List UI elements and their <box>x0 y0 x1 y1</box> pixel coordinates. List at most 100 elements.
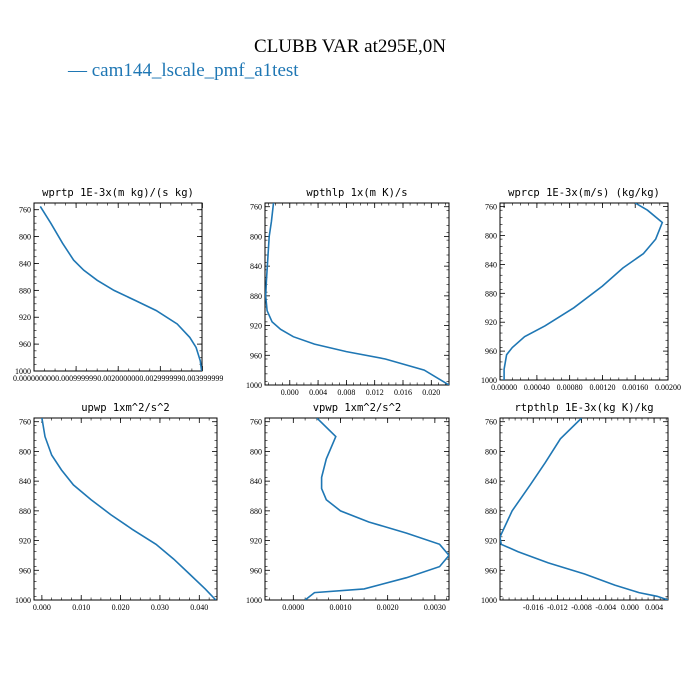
y-tick-label: 880 <box>485 289 497 298</box>
subplot-title: wpthlp 1x(m K)/s <box>306 187 407 199</box>
x-tick-label: 0.000 <box>621 603 639 612</box>
y-tick-label: 880 <box>250 507 262 516</box>
y-tick-label: 880 <box>19 507 31 516</box>
x-tick-label: -0.016 <box>523 603 544 612</box>
y-tick-label: 1000 <box>15 596 31 605</box>
x-tick-label: 0.000999999 <box>55 374 97 383</box>
x-tick-label: 0.002999999 <box>139 374 181 383</box>
series-line <box>265 203 449 385</box>
y-tick-label: 1000 <box>246 381 262 390</box>
y-tick-label: 1000 <box>15 367 31 376</box>
x-tick-label: 0.030 <box>151 603 169 612</box>
figure-title: CLUBB VAR at295E,0N <box>254 36 446 57</box>
x-tick-label: 0.0030 <box>424 603 446 612</box>
y-tick-label: 800 <box>250 447 262 456</box>
series-line <box>304 418 449 600</box>
x-tick-label: 0.012 <box>366 388 384 397</box>
plot-frame <box>33 202 203 372</box>
legend-entry: — cam144_lscale_pmf_a1test <box>68 60 299 81</box>
y-tick-label: 840 <box>250 262 262 271</box>
y-tick-label: 800 <box>250 232 262 241</box>
y-tick-label: 800 <box>485 447 497 456</box>
y-tick-label: 920 <box>250 322 262 331</box>
y-tick-label: 960 <box>19 566 31 575</box>
y-tick-label: 760 <box>250 203 262 212</box>
y-tick-label: 760 <box>19 206 31 215</box>
y-tick-label: 800 <box>19 447 31 456</box>
y-tick-label: 920 <box>19 537 31 546</box>
series-line <box>39 205 202 371</box>
y-tick-label: 840 <box>19 259 31 268</box>
y-tick-label: 760 <box>250 418 262 427</box>
y-tick-label: 960 <box>485 347 497 356</box>
x-tick-label: 0.016 <box>394 388 412 397</box>
subplot-3: wprcp 1E-3x(m/s) (kg/kg) 760 800 840 880 920 9… <box>481 187 681 392</box>
x-tick-label: 0.000 <box>281 388 299 397</box>
series-line <box>41 418 217 600</box>
x-tick-label: 0.020 <box>422 388 440 397</box>
x-tick-label: 0.004 <box>309 388 327 397</box>
plot-frame <box>33 417 218 601</box>
x-tick-label: 0.040 <box>190 603 208 612</box>
x-tick-label: 0.008 <box>337 388 355 397</box>
y-tick-label: 800 <box>485 232 497 241</box>
y-tick-label: 880 <box>19 286 31 295</box>
x-tick-label: 0.0020 <box>377 603 399 612</box>
y-tick-label: 1000 <box>246 596 262 605</box>
x-tick-label: 0.003999999 <box>181 374 223 383</box>
x-tick-label: 0.0010 <box>329 603 351 612</box>
y-tick-label: 1000 <box>481 596 497 605</box>
x-tick-label: 0.000000000 <box>13 374 55 383</box>
subplot-2: wpthlp 1x(m K)/s 760 800 840 880 920 960 1000 0.… <box>246 187 450 397</box>
x-tick-label: 0.020 <box>112 603 130 612</box>
y-tick-label: 840 <box>19 477 31 486</box>
y-tick-label: 960 <box>19 340 31 349</box>
x-tick-label: 0.004 <box>645 603 663 612</box>
x-tick-label: 0.0000 <box>282 603 304 612</box>
subplot-title: wprtp 1E-3x(m kg)/(s kg) <box>42 187 194 199</box>
x-tick-label: -0.008 <box>571 603 592 612</box>
x-tick-label: 0.000 <box>33 603 51 612</box>
y-tick-label: 800 <box>19 233 31 242</box>
y-tick-label: 960 <box>250 351 262 360</box>
plot-frame <box>499 202 669 381</box>
y-tick-label: 880 <box>485 507 497 516</box>
x-tick-label: 0.00000 <box>491 383 517 392</box>
plot-frame <box>499 417 669 601</box>
plot-frame <box>264 202 450 386</box>
plot-frame <box>264 417 450 601</box>
y-tick-label: 920 <box>485 537 497 546</box>
subplot-title: vpwp 1xm^2/s^2 <box>313 402 402 414</box>
y-tick-label: 960 <box>485 566 497 575</box>
y-tick-label: 840 <box>485 477 497 486</box>
y-tick-label: 760 <box>485 418 497 427</box>
x-tick-label: 0.00160 <box>622 383 648 392</box>
y-tick-label: 960 <box>250 566 262 575</box>
subplot-6: rtpthlp 1E-3x(kg K)/kg 760 800 840 880 920 960… <box>481 402 669 612</box>
x-tick-label: 0.00040 <box>524 383 550 392</box>
series-line <box>503 203 664 380</box>
y-tick-label: 920 <box>19 313 31 322</box>
subplot-title: wprcp 1E-3x(m/s) (kg/kg) <box>508 187 660 199</box>
subplot-1: wprtp 1E-3x(m kg)/(s kg) 760 800 840 880 920 9… <box>13 187 223 383</box>
x-tick-label: 0.00120 <box>589 383 615 392</box>
y-tick-label: 840 <box>250 477 262 486</box>
x-tick-label: 0.002000000 <box>97 374 139 383</box>
y-tick-label: 760 <box>485 203 497 212</box>
x-tick-label: -0.004 <box>595 603 616 612</box>
y-tick-label: 920 <box>485 318 497 327</box>
y-tick-label: 1000 <box>481 376 497 385</box>
x-tick-label: 0.010 <box>72 603 90 612</box>
y-tick-label: 880 <box>250 292 262 301</box>
subplot-4: upwp 1xm^2/s^2 760 800 840 880 920 960 10000.00… <box>15 402 218 612</box>
y-tick-label: 840 <box>485 260 497 269</box>
y-tick-label: 760 <box>19 418 31 427</box>
x-tick-label: 0.00080 <box>557 383 583 392</box>
x-tick-label: 0.00200 <box>655 383 681 392</box>
x-tick-label: -0.012 <box>547 603 568 612</box>
series-line <box>500 418 668 600</box>
subplot-5: vpwp 1xm^2/s^2 760 800 840 880 920 960 1000 0.00… <box>246 402 450 612</box>
subplot-title: rtpthlp 1E-3x(kg K)/kg <box>514 402 653 414</box>
subplot-title: upwp 1xm^2/s^2 <box>81 402 170 414</box>
